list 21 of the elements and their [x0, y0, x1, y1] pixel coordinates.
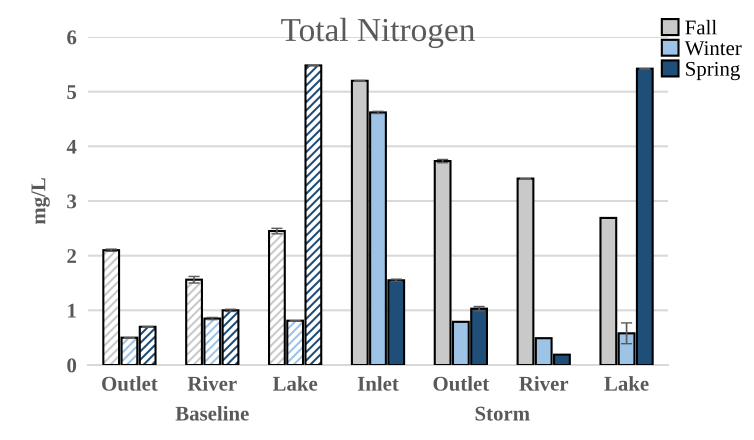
x-tick-label: Inlet: [358, 376, 399, 391]
x-tick-label: Outlet: [434, 376, 490, 391]
x-tick-label: River: [188, 376, 237, 391]
y-tick-label: 0: [67, 358, 76, 372]
y-tick-label: 1: [68, 304, 76, 318]
y-axis-title: mg/L: [31, 178, 50, 224]
x-tick-label: River: [519, 376, 568, 391]
x-tick-label: Lake: [604, 376, 649, 391]
x-tick-label: Outlet: [102, 376, 158, 391]
legend-label: Spring: [686, 62, 740, 80]
chart-title: Total Nitrogen: [281, 18, 475, 48]
y-tick-label: 3: [67, 194, 76, 208]
y-tick-label: 6: [67, 30, 76, 44]
y-tick-label: 4: [66, 140, 76, 154]
y-tick-label: 2: [67, 249, 76, 263]
legend-label: Fall: [685, 20, 717, 35]
text: Baseline: [176, 406, 249, 421]
y-tick-label: 5: [67, 85, 76, 100]
x-tick-label: Lake: [272, 376, 318, 391]
legend-label: Winter: [684, 41, 742, 56]
text: Storm: [476, 406, 530, 421]
